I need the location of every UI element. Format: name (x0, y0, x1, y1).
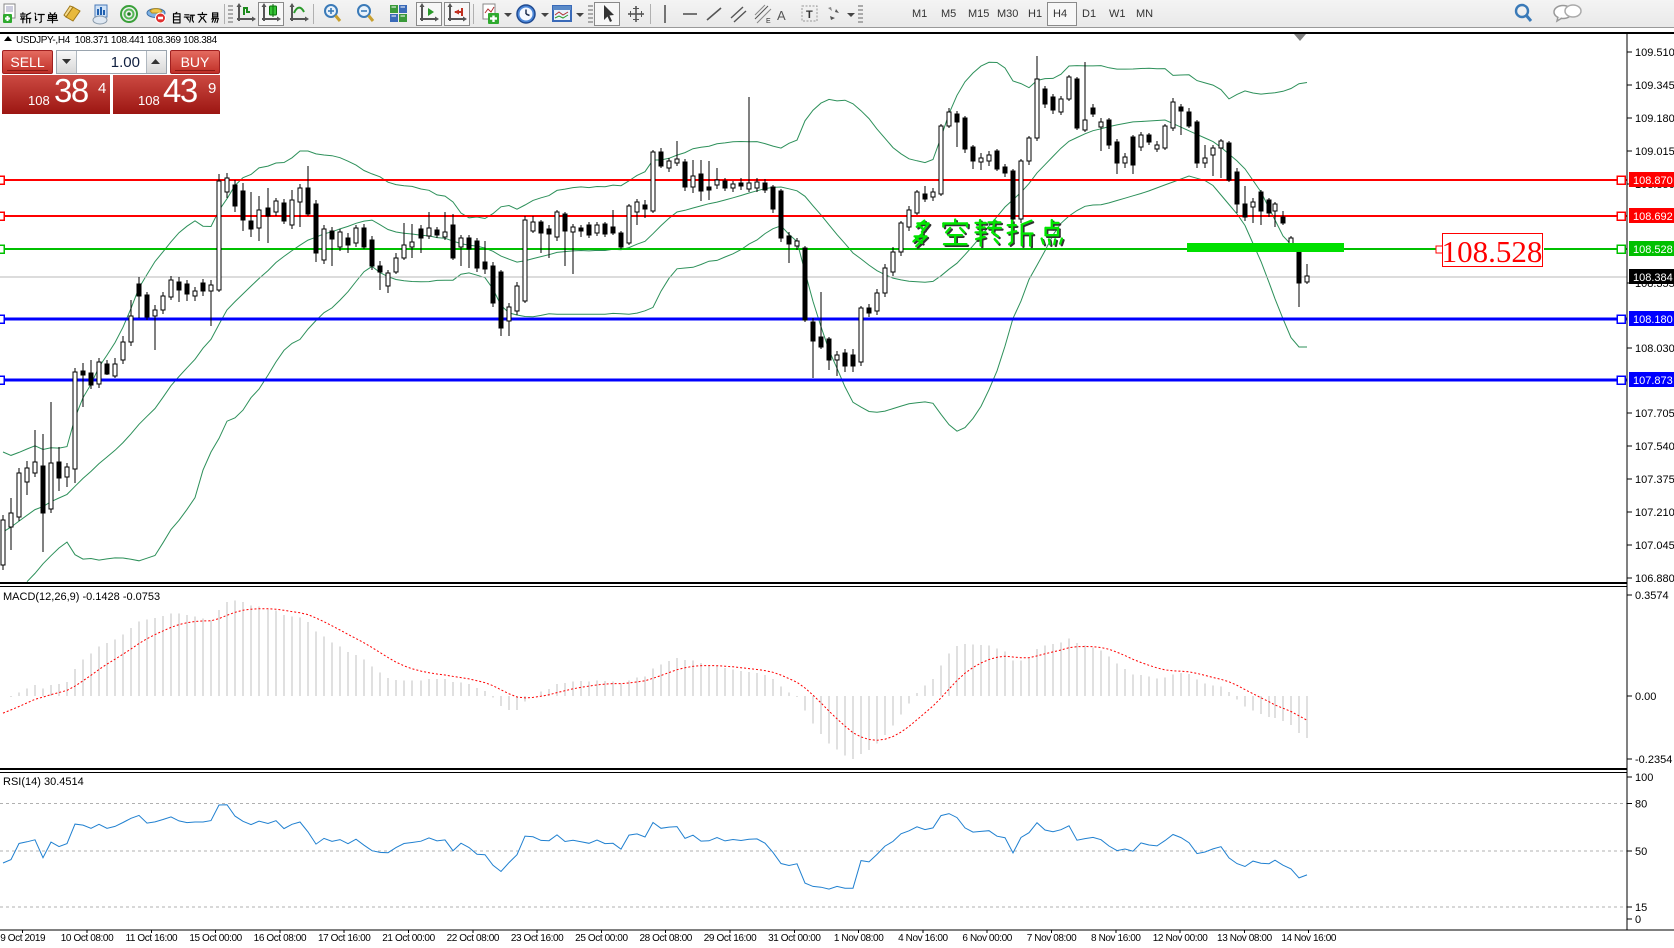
svg-text:8 Nov 16:00: 8 Nov 16:00 (1091, 933, 1141, 944)
svg-text:12 Nov 00:00: 12 Nov 00:00 (1153, 933, 1209, 944)
svg-text:109.345: 109.345 (1635, 80, 1674, 92)
svg-text:100: 100 (1635, 772, 1653, 784)
svg-text:4 Nov 16:00: 4 Nov 16:00 (898, 933, 948, 944)
svg-text:E: E (766, 18, 771, 25)
svg-text:RSI(14) 30.4514: RSI(14) 30.4514 (3, 776, 84, 788)
svg-text:14 Nov 16:00: 14 Nov 16:00 (1281, 933, 1337, 944)
svg-text:107.210: 107.210 (1635, 507, 1674, 519)
svg-text:9 Oct 2019: 9 Oct 2019 (0, 933, 46, 944)
svg-text:108.384: 108.384 (1633, 272, 1673, 284)
svg-text:108.870: 108.870 (1633, 175, 1673, 187)
svg-text:MACD(12,26,9) -0.1428 -0.0753: MACD(12,26,9) -0.1428 -0.0753 (3, 591, 160, 603)
svg-text:107.705: 107.705 (1635, 408, 1674, 420)
svg-text:107.873: 107.873 (1633, 375, 1673, 387)
svg-text:109.015: 109.015 (1635, 146, 1674, 158)
svg-text:0.3574: 0.3574 (1635, 590, 1669, 602)
svg-text:0.00: 0.00 (1635, 691, 1656, 703)
svg-text:107.540: 107.540 (1635, 441, 1674, 453)
svg-text:108.528: 108.528 (1633, 244, 1673, 256)
svg-text:108.692: 108.692 (1633, 211, 1673, 223)
svg-text:25 Oct 00:00: 25 Oct 00:00 (575, 933, 628, 944)
svg-text:108.030: 108.030 (1635, 343, 1674, 355)
svg-text:USDJPY-,H4 108.371 108.441 10: USDJPY-,H4 108.371 108.441 108.369 108.3… (16, 35, 218, 46)
svg-text:15 Oct 00:00: 15 Oct 00:00 (189, 933, 242, 944)
svg-text:15: 15 (1635, 902, 1647, 914)
svg-text:0: 0 (1635, 914, 1641, 926)
svg-text:11 Oct 16:00: 11 Oct 16:00 (125, 933, 178, 944)
svg-text:109.180: 109.180 (1635, 113, 1674, 125)
svg-text:13 Nov 08:00: 13 Nov 08:00 (1217, 933, 1273, 944)
svg-text:-0.2354: -0.2354 (1635, 754, 1672, 766)
svg-text:21 Oct 00:00: 21 Oct 00:00 (382, 933, 435, 944)
svg-text:50: 50 (1635, 846, 1647, 858)
svg-text:23 Oct 16:00: 23 Oct 16:00 (511, 933, 564, 944)
svg-text:T: T (806, 9, 813, 21)
svg-text:6 Nov 00:00: 6 Nov 00:00 (962, 933, 1012, 944)
svg-text:109.510: 109.510 (1635, 47, 1674, 59)
svg-text:16 Oct 08:00: 16 Oct 08:00 (254, 933, 307, 944)
svg-text:22 Oct 08:00: 22 Oct 08:00 (447, 933, 500, 944)
svg-text:107.375: 107.375 (1635, 474, 1674, 486)
svg-text:108.528: 108.528 (1442, 234, 1543, 269)
svg-text:7 Nov 08:00: 7 Nov 08:00 (1027, 933, 1077, 944)
svg-text:107.045: 107.045 (1635, 540, 1674, 552)
svg-text:80: 80 (1635, 799, 1647, 811)
svg-text:31 Oct 00:00: 31 Oct 00:00 (768, 933, 821, 944)
svg-text:106.880: 106.880 (1635, 573, 1674, 585)
svg-text:1 Nov 08:00: 1 Nov 08:00 (834, 933, 884, 944)
svg-text:10 Oct 08:00: 10 Oct 08:00 (61, 933, 114, 944)
svg-text:28 Oct 08:00: 28 Oct 08:00 (639, 933, 692, 944)
svg-text:29 Oct 16:00: 29 Oct 16:00 (704, 933, 757, 944)
svg-text:108.180: 108.180 (1633, 314, 1673, 326)
svg-text:17 Oct 16:00: 17 Oct 16:00 (318, 933, 371, 944)
